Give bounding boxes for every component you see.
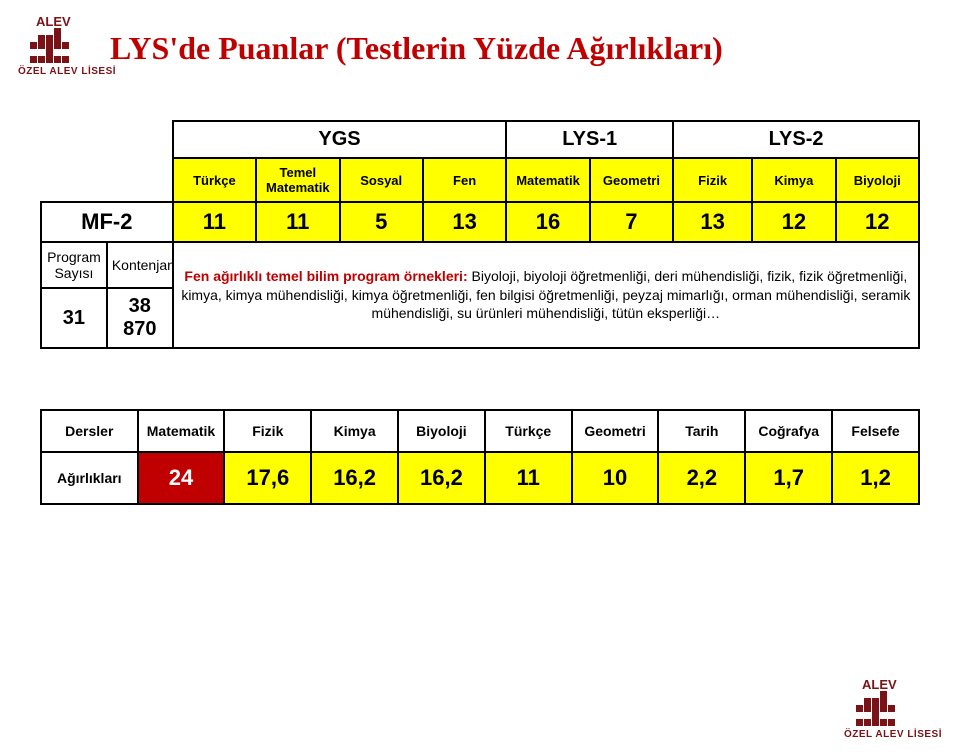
val-fizik: 13 [673,202,752,242]
logo-bottom-right: ALEV ÖZEL ALEV LİSESİ [844,675,942,740]
col-mat: Matematik [138,410,225,452]
mf-label: MF-2 [41,202,173,242]
row-label-agir: Ağırlıkları [41,452,138,504]
val-mat: 24 [138,452,225,504]
description-cell: Fen ağırlıklı temel bilim program örnekl… [173,242,919,348]
col-sosyal: Sosyal [340,158,423,202]
val-kimya: 12 [752,202,835,242]
val-geom: 7 [590,202,673,242]
col-fen: Fen [423,158,506,202]
col-geom: Geometri [590,158,673,202]
val-geo: 10 [572,452,659,504]
logo-word: ALEV [862,677,897,692]
table-row: Türkçe Temel Matematik Sosyal Fen Matema… [41,158,919,202]
group-lys2: LYS-2 [673,121,919,158]
col-kimya: Kimya [752,158,835,202]
col-cog: Coğrafya [745,410,832,452]
table-row: Program Sayısı Kontenjan Fen ağırlıklı t… [41,242,919,288]
desc-lead: Fen ağırlıklı temel bilim program örnekl… [184,268,471,284]
logo-word: ALEV [36,14,71,29]
weights-table-2: Dersler Matematik Fizik Kimya Biyoloji T… [40,409,920,505]
logo-subtext: ÖZEL ALEV LİSESİ [844,729,942,740]
col-fel: Felsefe [832,410,919,452]
logo-subtext: ÖZEL ALEV LİSESİ [18,66,116,77]
col-turkce: Türkçe [173,158,256,202]
row-label-dersler: Dersler [41,410,138,452]
table-row: Dersler Matematik Fizik Kimya Biyoloji T… [41,410,919,452]
alev-logo-icon: ALEV [18,12,82,64]
col-temel-mat: Temel Matematik [256,158,339,202]
col-fizik: Fizik [673,158,752,202]
table-row: YGS LYS-1 LYS-2 [41,121,919,158]
val-cog: 1,7 [745,452,832,504]
table-row: Ağırlıkları 24 17,6 16,2 16,2 11 10 2,2 … [41,452,919,504]
table-row: MF-2 11 11 5 13 16 7 13 12 12 [41,202,919,242]
program-sayisi-val: 31 [41,288,107,348]
col-kim: Kimya [311,410,398,452]
val-temel-mat: 11 [256,202,339,242]
val-biyo: 12 [836,202,919,242]
val-kim: 16,2 [311,452,398,504]
col-mat: Matematik [506,158,589,202]
val-fel: 1,2 [832,452,919,504]
val-sosyal: 5 [340,202,423,242]
col-biy: Biyoloji [398,410,485,452]
val-fiz: 17,6 [224,452,311,504]
val-tur: 11 [485,452,572,504]
val-tar: 2,2 [658,452,745,504]
col-tur: Türkçe [485,410,572,452]
col-tar: Tarih [658,410,745,452]
col-fiz: Fizik [224,410,311,452]
weights-table-1: YGS LYS-1 LYS-2 Türkçe Temel Matematik S… [40,120,920,349]
group-ygs: YGS [173,121,507,158]
col-geo: Geometri [572,410,659,452]
group-lys1: LYS-1 [506,121,673,158]
val-fen: 13 [423,202,506,242]
kontenjan-val: 38 870 [107,288,173,348]
val-mat: 16 [506,202,589,242]
val-biy: 16,2 [398,452,485,504]
val-turkce: 11 [173,202,256,242]
col-biyo: Biyoloji [836,158,919,202]
alev-logo-icon: ALEV [844,675,908,727]
logo-top-left: ALEV ÖZEL ALEV LİSESİ [18,12,116,77]
page-title: LYS'de Puanlar (Testlerin Yüzde Ağırlıkl… [110,30,723,67]
kontenjan-head: Kontenjan [107,242,173,288]
program-sayisi-head: Program Sayısı [41,242,107,288]
